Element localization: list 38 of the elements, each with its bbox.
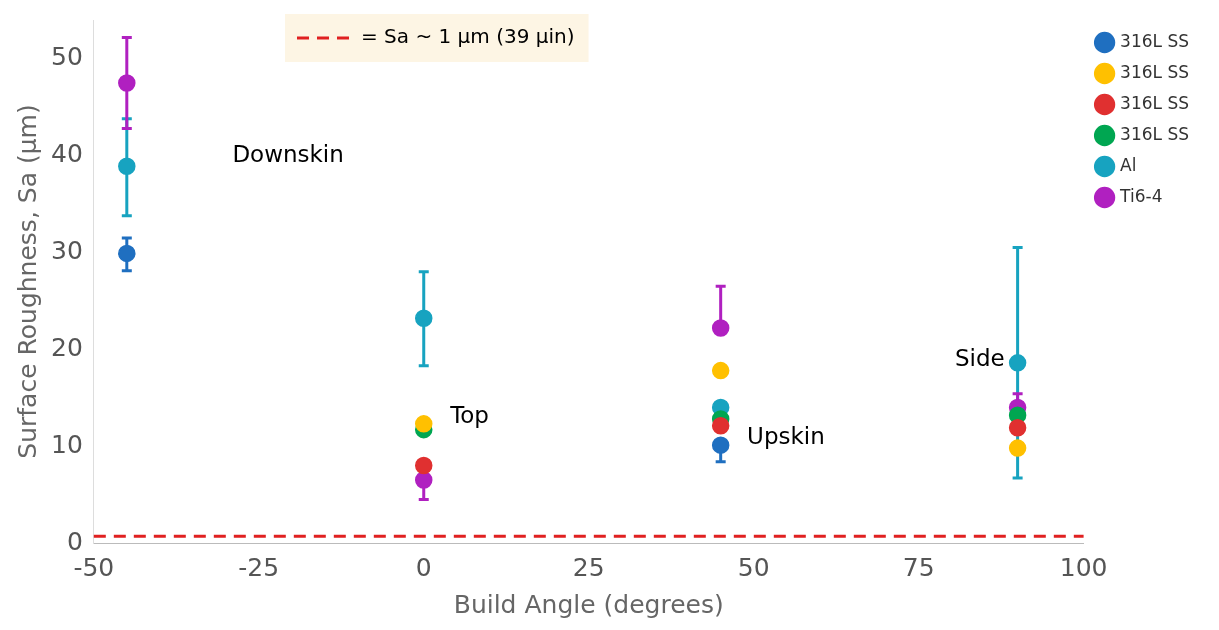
x-tick-label: -25 [238, 552, 280, 582]
point [711, 319, 730, 337]
x-tick-label: 75 [902, 552, 935, 582]
legend-label: 316L SS [1120, 123, 1189, 144]
point [711, 361, 730, 380]
legend-label: Ti6-4 [1119, 185, 1163, 206]
point [118, 244, 136, 263]
y-tick-label: 10 [51, 429, 83, 459]
x-tick-label: 0 [415, 552, 432, 582]
y-tick-label: 50 [51, 42, 83, 72]
point [414, 471, 433, 489]
x-axis-title: Build Angle (degrees) [453, 589, 724, 619]
y-axis-title: Surface Roughness, Sa (μm) [12, 104, 42, 459]
legend-label: Al [1120, 154, 1137, 175]
y-tick-label: 40 [51, 139, 83, 169]
x-tick-label: 100 [1059, 552, 1108, 582]
point [1008, 354, 1027, 372]
point [118, 157, 136, 175]
point [1008, 419, 1027, 437]
x-tick-label: 50 [737, 552, 770, 582]
legend-label: 316L SS [1120, 30, 1189, 51]
point [711, 417, 730, 435]
annotation: Upskin [747, 423, 825, 450]
point [414, 309, 433, 328]
annotation: Downskin [232, 140, 344, 167]
point [711, 436, 730, 454]
x-tick-label: 25 [572, 552, 605, 582]
y-tick-label: 30 [51, 235, 83, 265]
y-tick-label: 20 [51, 332, 83, 362]
point [414, 456, 433, 475]
annotation: Side [954, 344, 1005, 371]
point [414, 415, 433, 433]
annotation: Top [449, 402, 489, 429]
point [1008, 439, 1027, 457]
point [118, 74, 136, 92]
legend-label: 316L SS [1120, 92, 1189, 113]
legend-label: 316L SS [1120, 61, 1189, 82]
legend-label: = Sa ~ 1 μm (39 μin) [361, 24, 575, 49]
